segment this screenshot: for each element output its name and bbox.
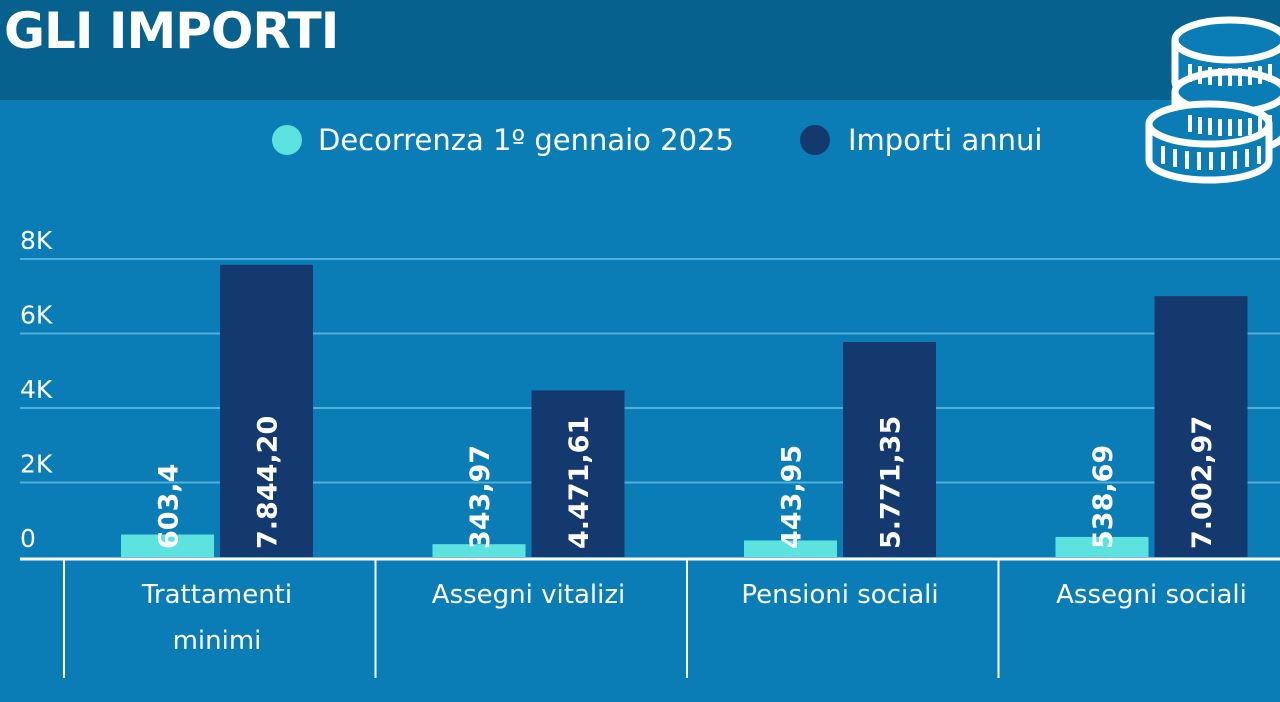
bar-importi: [220, 264, 313, 557]
category-label: Trattamenti minimi: [141, 580, 292, 656]
data-label: 538,69: [1088, 445, 1119, 549]
value-labels: 603,4 7.844,20 343,97 4.471,61 443,95 5.771,3…: [154, 416, 1219, 549]
data-label: 7.002,97: [1187, 416, 1218, 549]
y-tick-label: 2K: [20, 450, 53, 479]
bar-decorrenza: [1055, 536, 1149, 557]
bar-importi: [843, 342, 936, 557]
data-label: 603,4: [154, 464, 185, 549]
bars: [121, 264, 1248, 557]
category-label: Assegni vitalizi: [432, 580, 625, 610]
category-label: Assegni sociali: [1056, 580, 1247, 610]
data-label: 343,97: [465, 445, 496, 549]
data-label: 443,95: [777, 445, 808, 549]
legend-swatch-importi: [800, 125, 830, 155]
page-title: GLI IMPORTI: [4, 2, 339, 60]
y-tick-label: 0: [20, 524, 36, 553]
data-label: 4.471,61: [564, 416, 595, 549]
bar-decorrenza: [744, 540, 837, 557]
y-tick-label: 4K: [20, 375, 53, 404]
category-label: Pensioni sociali: [741, 580, 938, 610]
data-label: 5.771,35: [876, 416, 907, 549]
data-label: 7.844,20: [253, 416, 284, 549]
legend: Decorrenza 1º gennaio 2025 Importi annui: [272, 123, 1043, 157]
bar-decorrenza: [121, 534, 214, 557]
legend-label-importi: Importi annui: [848, 123, 1043, 157]
y-axis: 0 2K 4K 6K 8K: [20, 226, 53, 553]
y-tick-label: 8K: [20, 226, 53, 255]
y-tick-label: 6K: [20, 301, 53, 330]
bar-decorrenza: [432, 544, 526, 557]
header-bar: GLI IMPORTI: [0, 0, 1280, 100]
legend-label-decorrenza: Decorrenza 1º gennaio 2025: [318, 123, 734, 157]
legend-swatch-decorrenza: [272, 125, 302, 155]
x-axis: Trattamenti minimi Assegni vitalizi Pension…: [63, 559, 1247, 678]
bar-importi: [1154, 296, 1248, 557]
bar-importi: [531, 390, 625, 557]
coins-stack-icon: [1145, 16, 1280, 184]
